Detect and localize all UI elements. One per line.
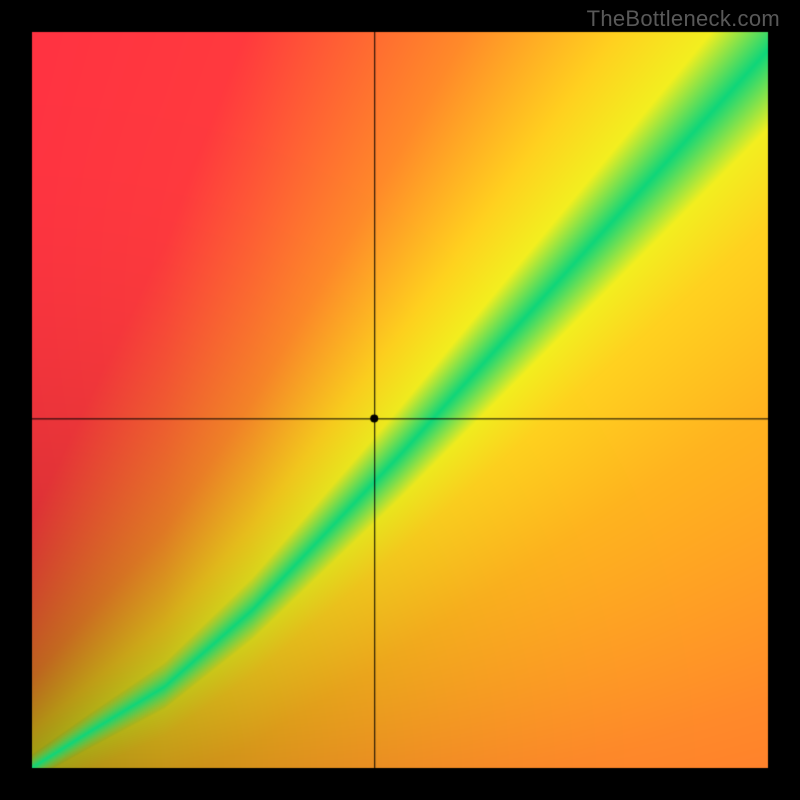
watermark-text: TheBottleneck.com: [587, 6, 780, 32]
heatmap-canvas: [0, 0, 800, 800]
chart-container: TheBottleneck.com: [0, 0, 800, 800]
